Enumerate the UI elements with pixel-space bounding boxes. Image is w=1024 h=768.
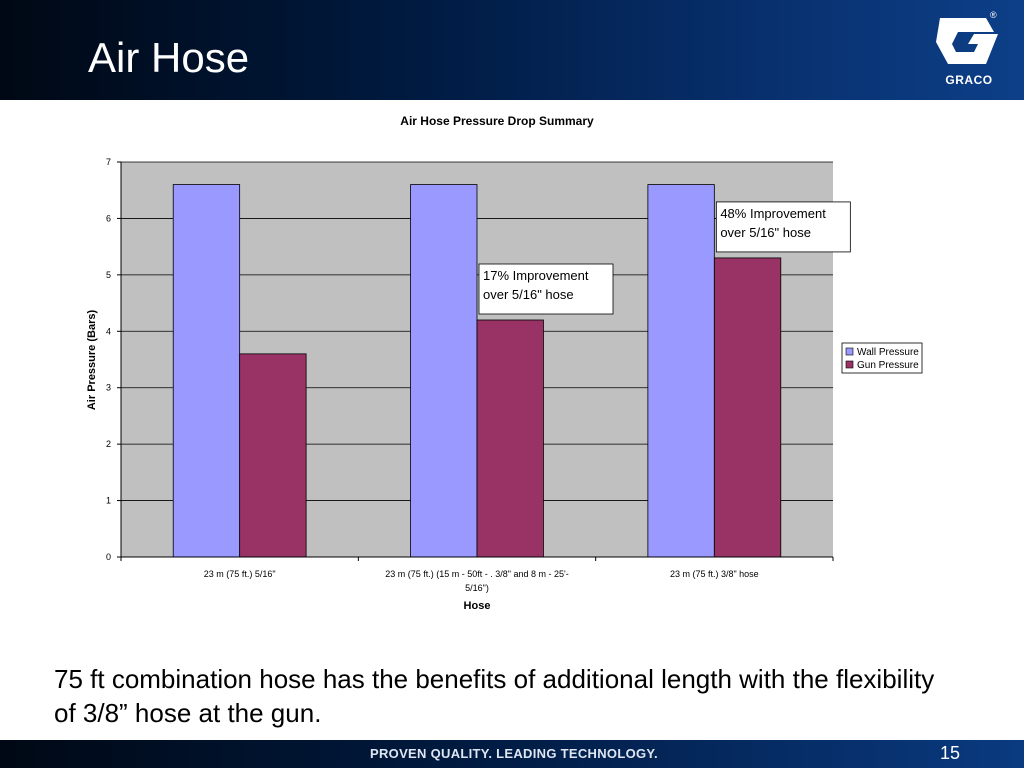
slide-caption: 75 ft combination hose has the benefits …: [54, 664, 935, 728]
annotation-box: [478, 263, 614, 315]
annotation-text: over 5/16" hose: [483, 287, 574, 302]
legend-label: Gun Pressure: [857, 360, 919, 371]
annotation-box: [715, 201, 851, 253]
x-tick-label: 23 m (75 ft.) 3/8" hose: [670, 569, 759, 579]
annotation-text: over 5/16" hose: [720, 225, 811, 240]
y-ticks: 0 1 2 3 4 5 6 7: [106, 157, 121, 562]
chart-title: Air Hose Pressure Drop Summary: [400, 114, 594, 128]
legend-box: [841, 342, 923, 374]
page-number: 15: [940, 743, 961, 763]
bar-gun-pressure: [239, 353, 307, 558]
y-tick-label: 3: [106, 383, 111, 393]
y-tick-label: 4: [106, 326, 111, 336]
bars: [172, 184, 782, 558]
graco-logo-icon: [936, 18, 998, 64]
footer-tagline: PROVEN QUALITY. LEADING TECHNOLOGY.: [370, 746, 658, 761]
y-tick-label: 1: [106, 496, 111, 506]
legend-label: Wall Pressure: [857, 347, 919, 358]
bar-wall-pressure: [410, 184, 478, 558]
y-tick-label: 5: [106, 270, 111, 280]
bar-gun-pressure: [713, 257, 782, 558]
y-axis-label: Air Pressure (Bars): [86, 310, 98, 411]
annotation-text: 17% Improvement: [483, 268, 589, 283]
slide-header: Air Hose GRACO ®: [0, 0, 1024, 100]
y-tick-label: 7: [106, 157, 111, 167]
x-ticks: 23 m (75 ft.) 5/16" 23 m (75 ft.) (15 m -…: [120, 557, 834, 593]
pressure-chart: Air Hose Pressure Drop Summary 01234567 …: [86, 114, 923, 612]
y-tick-label: 6: [106, 213, 111, 223]
x-tick-label: 23 m (75 ft.) (15 m - 50ft - . 3/8" and …: [385, 569, 568, 579]
legend-swatch: [845, 360, 854, 369]
x-axis-label: Hose: [464, 600, 491, 612]
y-tick-label: 2: [106, 439, 111, 449]
bar-gun-pressure: [476, 319, 544, 558]
legend-swatch: [845, 347, 854, 356]
slide-footer: PROVEN QUALITY. LEADING TECHNOLOGY. 15: [0, 740, 1024, 768]
bar-wall-pressure: [172, 184, 241, 558]
y-tick-label: 0: [106, 552, 111, 562]
annotation-text: 48% Improvement: [720, 206, 826, 221]
x-tick-label: 5/16"): [465, 583, 489, 593]
registered-mark: ®: [990, 10, 997, 20]
x-tick-label: 23 m (75 ft.) 5/16": [204, 569, 276, 579]
logo-text: GRACO: [945, 73, 993, 87]
annotations: 17% Improvement over 5/16" hose 48% Improv…: [478, 201, 851, 315]
bar-wall-pressure: [647, 184, 715, 558]
slide-title: Air Hose: [88, 34, 250, 81]
legend: Wall Pressure Gun Pressure: [841, 342, 923, 374]
